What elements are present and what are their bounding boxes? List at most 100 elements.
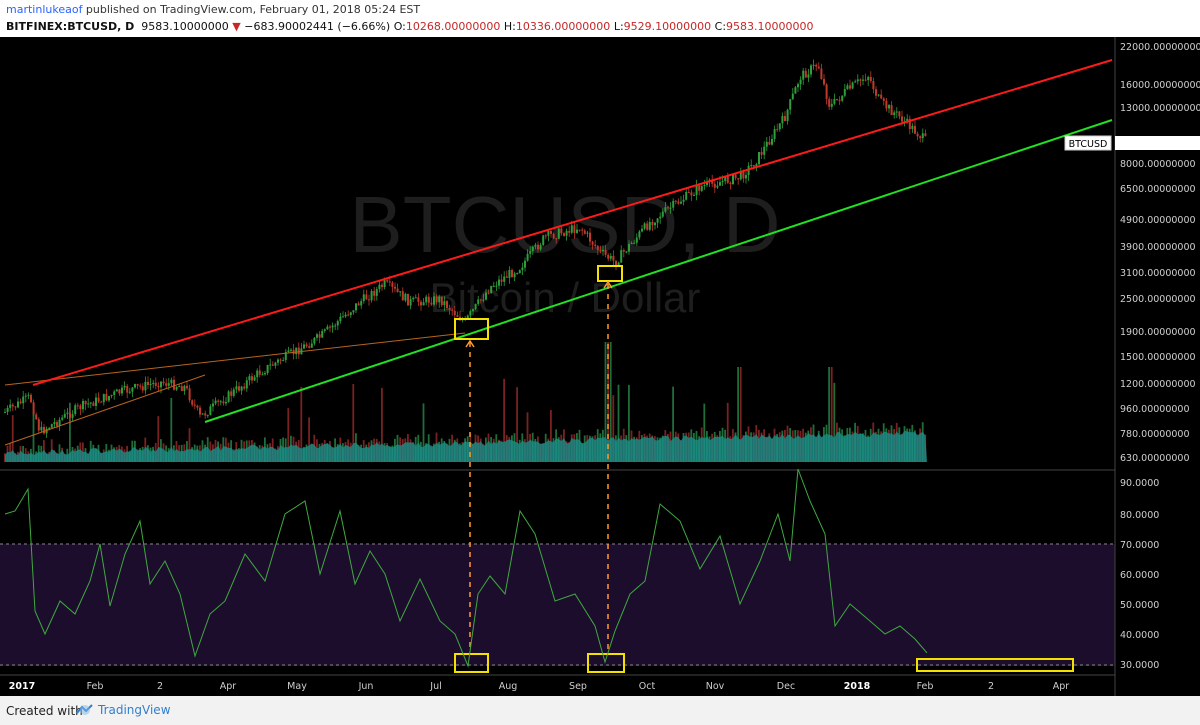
candle-body (576, 229, 578, 233)
price-tick-label: 13000.00000000 (1120, 103, 1200, 114)
candle-body (698, 185, 701, 191)
candle-body (110, 395, 113, 397)
candle-body (547, 231, 550, 236)
price-chart-svg[interactable]: BTCUSD, D Bitcoin / Dollar 22000.0000000… (0, 37, 1200, 696)
candle-body (261, 374, 264, 376)
close-label: C: (714, 20, 727, 33)
candle-body (518, 270, 521, 274)
candle-body (786, 109, 789, 122)
price-tick-label: 630.00000000 (1120, 453, 1190, 464)
candle-body (170, 379, 173, 384)
publish-info: martinlukeaof published on TradingView.c… (6, 3, 420, 16)
candle-body (43, 426, 45, 434)
candle-body (485, 292, 487, 300)
candle-body (274, 362, 277, 366)
candle-body (503, 276, 506, 282)
time-tick-label: 2017 (9, 681, 35, 692)
volume-bar (726, 402, 729, 462)
rsi-box-future[interactable] (916, 658, 1074, 672)
candle-body (433, 296, 435, 305)
rsi-box-july[interactable] (454, 653, 489, 673)
candle-body (219, 401, 222, 403)
candle-body (58, 419, 61, 426)
candle-body (342, 316, 344, 318)
last-price-tag: BTCUSD (1064, 135, 1200, 151)
time-tick-label: May (287, 681, 307, 692)
candle-body (191, 400, 194, 405)
candle-body (776, 129, 779, 131)
candle-body (248, 376, 251, 381)
candle-body (828, 98, 831, 107)
chart-area[interactable]: BTCUSD, D Bitcoin / Dollar 22000.0000000… (0, 37, 1200, 696)
candle-body (373, 290, 376, 296)
candle-body (206, 415, 209, 417)
price-tick-label: 16000.00000000 (1120, 80, 1200, 91)
candle-body (607, 254, 610, 259)
candle-body (71, 414, 74, 418)
rsi-line (4, 468, 928, 668)
volume-bar (516, 387, 518, 462)
candle-body (583, 230, 586, 234)
volume-bar (422, 403, 425, 462)
candle-body (773, 129, 776, 139)
candle-body (378, 284, 381, 290)
candle-body (578, 229, 581, 231)
volume-bar (503, 378, 505, 462)
price-axis-labels: 22000.00000000 16000.00000000 13000.000000… (1120, 42, 1200, 464)
candle-body (399, 291, 402, 293)
rsi-box-sept[interactable] (587, 653, 625, 673)
candle-body (448, 308, 451, 310)
candle-body (812, 64, 815, 66)
candle-body (914, 125, 916, 134)
price-tick-label: 780.00000000 (1120, 429, 1190, 440)
candle-body (742, 171, 745, 179)
support-trendline[interactable] (204, 119, 1113, 423)
tradingview-logo-icon[interactable] (76, 702, 94, 716)
resistance-trendline[interactable] (32, 59, 1113, 386)
candle-body (628, 243, 630, 252)
candle-body (409, 299, 412, 306)
candle-body (240, 386, 243, 391)
volume-bar (550, 410, 552, 462)
candle-body (781, 116, 784, 124)
time-tick-label: Aug (499, 681, 518, 692)
candle-body (643, 223, 646, 229)
candle-body (672, 200, 675, 208)
time-tick-label: Sep (569, 681, 587, 692)
candle-body (14, 406, 17, 408)
candle-body (555, 238, 558, 240)
candle-body (680, 201, 682, 204)
candle-body (664, 207, 667, 212)
candle-body (612, 255, 615, 261)
candle-body (713, 183, 716, 188)
candle-body (365, 294, 368, 300)
marker-box-sept[interactable] (597, 265, 623, 282)
volume-bar (352, 384, 355, 462)
watermark-sub: Bitcoin / Dollar (430, 274, 701, 321)
candle-body (435, 296, 438, 303)
candle-body (695, 185, 698, 195)
candle-body (214, 400, 217, 404)
candle-body (758, 152, 760, 165)
tradingview-brand[interactable]: TradingView (98, 703, 171, 717)
candle-body (721, 180, 724, 183)
candle-body (212, 403, 214, 407)
old-channel-line (4, 332, 466, 386)
volume-bar (32, 413, 35, 462)
candle-body (542, 235, 545, 245)
candle-body (495, 285, 498, 287)
candle-body (183, 385, 186, 391)
volume-bar (607, 342, 609, 462)
candle-body (474, 303, 477, 310)
candle-body (414, 297, 417, 299)
candle-body (804, 70, 807, 78)
candle-body (404, 293, 407, 301)
candle-body (355, 303, 357, 311)
candle-body (615, 260, 617, 266)
volume-bar (11, 415, 14, 462)
publisher-link[interactable]: martinlukeaof (6, 3, 83, 16)
symbol-label[interactable]: BITFINEX:BTCUSD, D (6, 20, 135, 33)
marker-box-july[interactable] (454, 318, 489, 340)
candle-body (412, 297, 415, 300)
candle-body (550, 231, 552, 234)
